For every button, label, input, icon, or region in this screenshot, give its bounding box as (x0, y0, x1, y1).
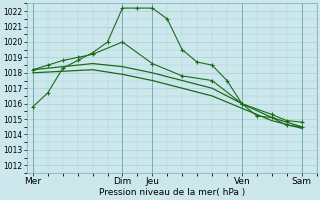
X-axis label: Pression niveau de la mer( hPa ): Pression niveau de la mer( hPa ) (99, 188, 245, 197)
